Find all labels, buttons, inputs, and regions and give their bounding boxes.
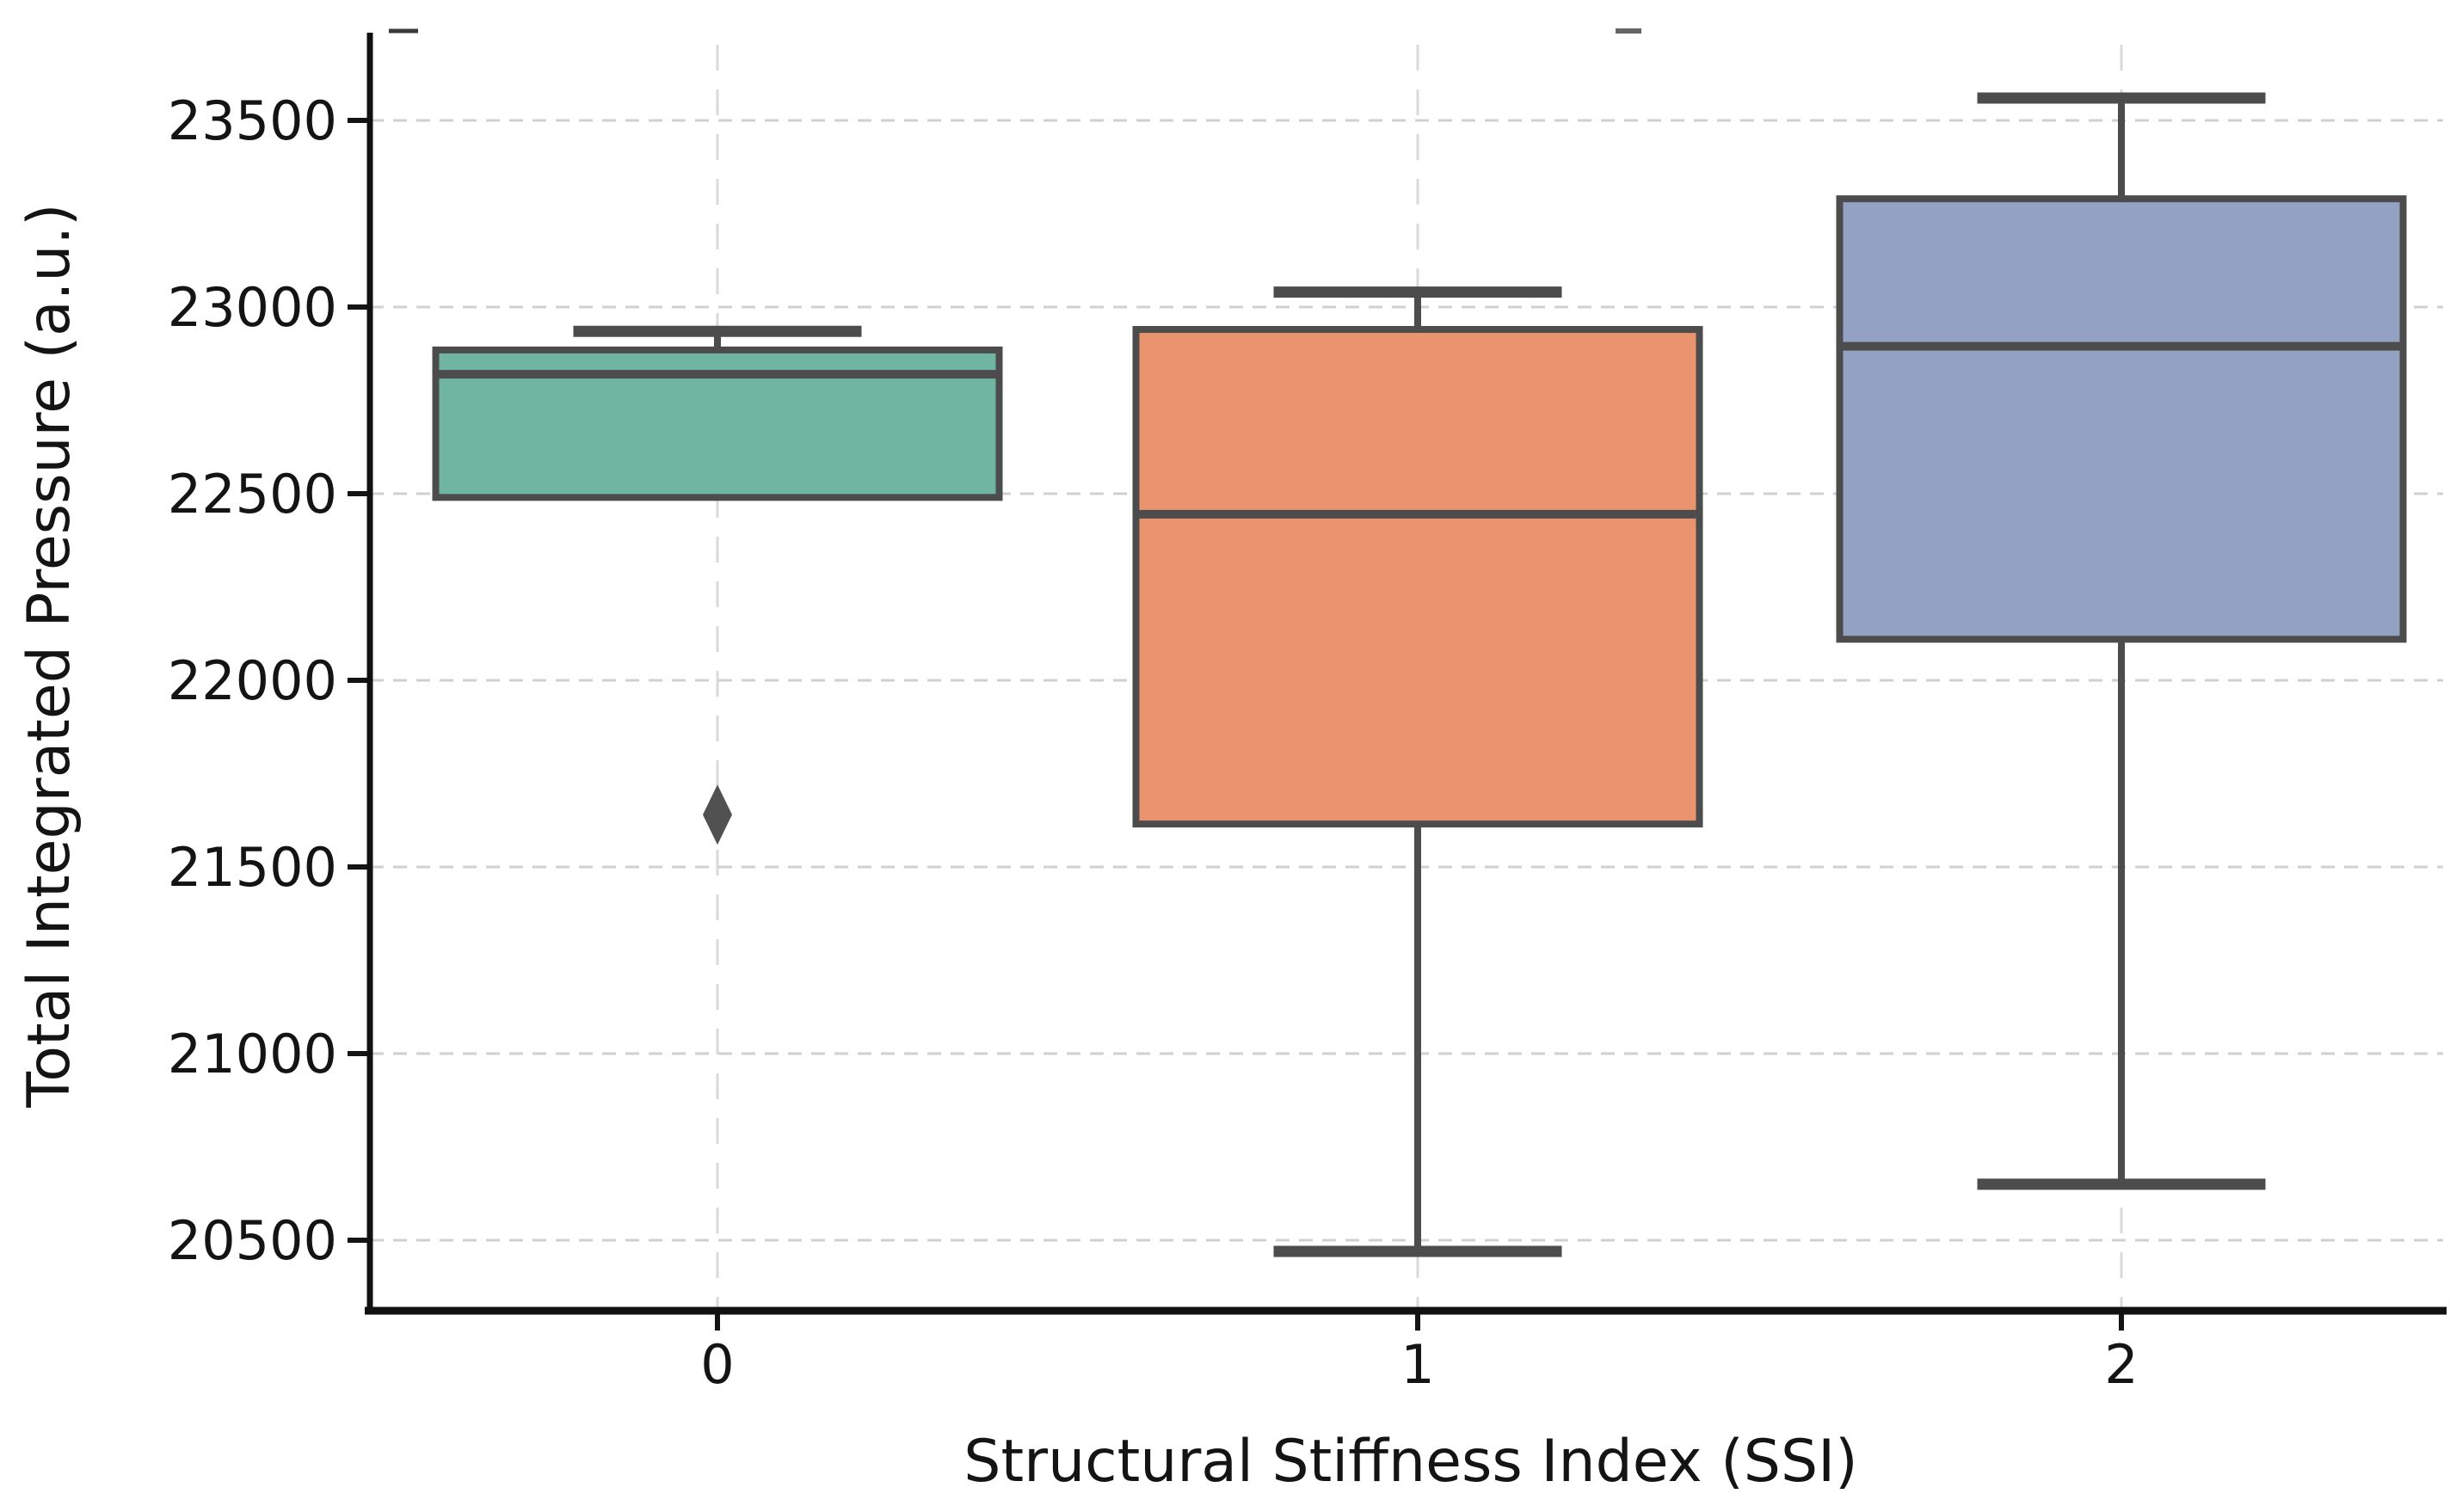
y-tick-label-22000: 22000	[168, 649, 337, 712]
y-tick-label-21000: 21000	[168, 1023, 337, 1085]
outlier-marker-ssi-0	[703, 784, 732, 845]
y-tick-label-23000: 23000	[168, 276, 337, 339]
y-axis-title: Total Integrated Pressure (a.u.)	[15, 203, 83, 1108]
y-tick-label-22500: 22500	[168, 463, 337, 526]
box-ssi-2	[1836, 195, 2407, 643]
box-ssi-1	[1132, 326, 1703, 828]
x-tick-label-2: 2	[2104, 1333, 2138, 1396]
y-tick-label-20500: 20500	[168, 1209, 337, 1272]
y-tick-label-21500: 21500	[168, 836, 337, 899]
y-tick-label-23500: 23500	[168, 89, 337, 152]
x-tick-label-0: 0	[700, 1333, 734, 1396]
x-axis-title: Structural Stiffness Index (SSI)	[963, 1428, 1857, 1496]
x-tick-label-1: 1	[1400, 1333, 1434, 1396]
